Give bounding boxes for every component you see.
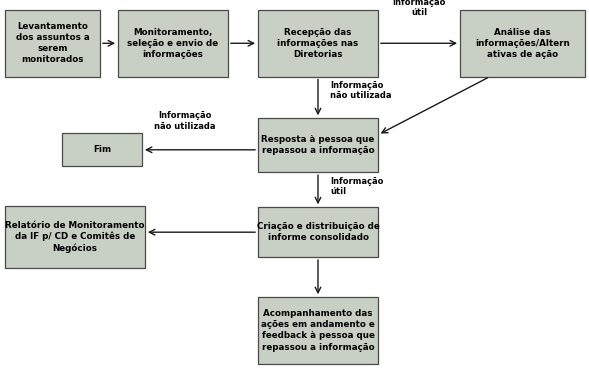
FancyBboxPatch shape bbox=[258, 207, 378, 257]
FancyBboxPatch shape bbox=[460, 10, 585, 77]
Text: Relatório de Monitoramento
da IF p/ CD e Comitês de
Negócios: Relatório de Monitoramento da IF p/ CD e… bbox=[5, 221, 145, 253]
Text: Informação
não utilizada: Informação não utilizada bbox=[330, 81, 392, 100]
FancyBboxPatch shape bbox=[5, 206, 145, 268]
Text: Informação
útil: Informação útil bbox=[330, 177, 383, 196]
Text: Levantamento
dos assuntos a
serem
monitorados: Levantamento dos assuntos a serem monito… bbox=[16, 22, 90, 64]
FancyBboxPatch shape bbox=[62, 133, 142, 166]
Text: Recepção das
informações nas
Diretorias: Recepção das informações nas Diretorias bbox=[277, 28, 359, 59]
Text: Acompanhamento das
ações em andamento e
feedback à pessoa que
repassou a informa: Acompanhamento das ações em andamento e … bbox=[261, 309, 375, 352]
Text: Informação
não utilizada: Informação não utilizada bbox=[154, 111, 216, 131]
Text: Fim: Fim bbox=[93, 145, 111, 154]
FancyBboxPatch shape bbox=[258, 297, 378, 364]
Text: Monitoramento,
seleção e envio de
informações: Monitoramento, seleção e envio de inform… bbox=[127, 28, 219, 59]
Text: Análise das
informações/Altern
ativas de ação: Análise das informações/Altern ativas de… bbox=[475, 28, 570, 59]
FancyBboxPatch shape bbox=[258, 118, 378, 172]
Text: Criação e distribuição de
informe consolidado: Criação e distribuição de informe consol… bbox=[257, 222, 379, 242]
FancyBboxPatch shape bbox=[258, 10, 378, 77]
FancyBboxPatch shape bbox=[118, 10, 228, 77]
FancyBboxPatch shape bbox=[5, 10, 100, 77]
Text: Informação
útil: Informação útil bbox=[392, 0, 446, 17]
Text: Resposta à pessoa que
repassou a informação: Resposta à pessoa que repassou a informa… bbox=[262, 135, 375, 155]
